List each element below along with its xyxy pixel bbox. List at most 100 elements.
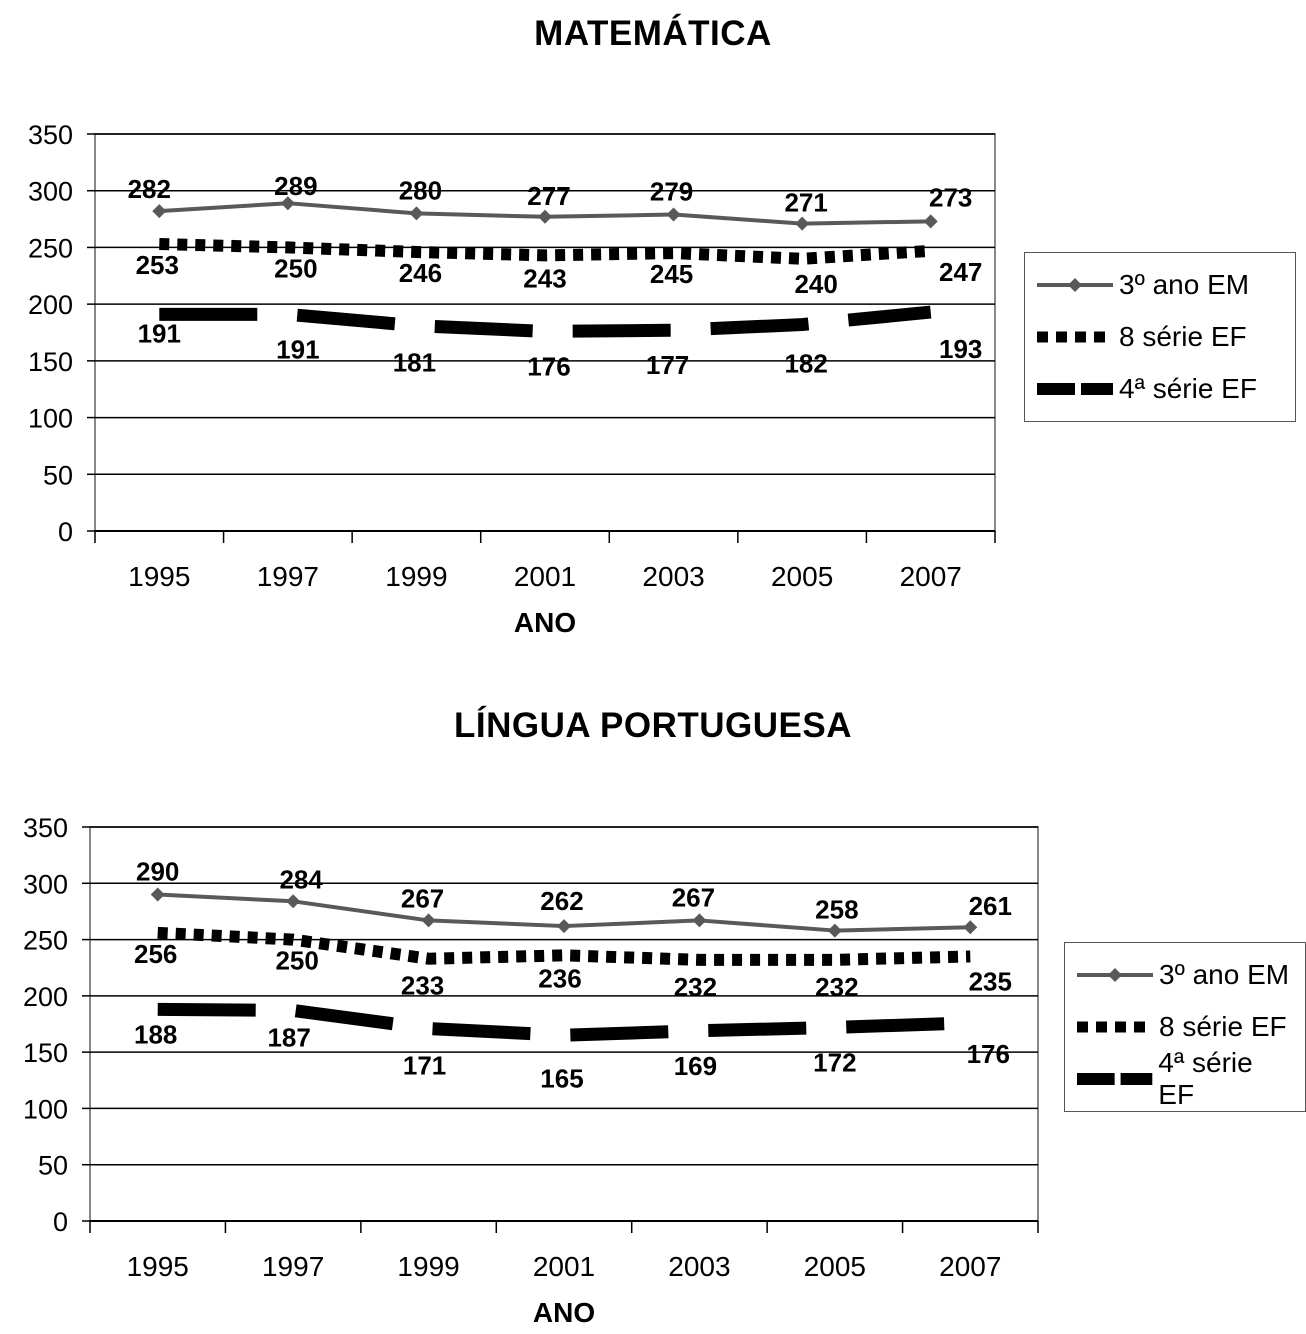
y-tick-label: 300 [23, 869, 68, 899]
data-label: 247 [939, 257, 982, 287]
data-label: 289 [274, 171, 317, 201]
x-axis-label: ANO [514, 607, 576, 638]
y-tick-label: 300 [28, 177, 73, 207]
x-tick-label: 1997 [257, 561, 319, 592]
y-tick-label: 150 [23, 1038, 68, 1068]
legend-swatch [1037, 278, 1113, 292]
y-tick-label: 350 [28, 120, 73, 150]
legend-entry: 4ª série EF [1075, 1047, 1295, 1110]
y-tick-label: 150 [28, 347, 73, 377]
series-line [157, 926, 971, 966]
legend-label: 3º ano EM [1159, 959, 1290, 990]
data-label: 284 [279, 864, 323, 894]
data-label: 280 [399, 175, 442, 205]
x-tick-label: 2005 [804, 1251, 866, 1282]
data-point [409, 206, 424, 221]
chart-matematica: MATEMÁTICA 0 50 100 150 200 250 300 350 1995 1997… [0, 0, 1306, 660]
data-label: 277 [527, 181, 570, 211]
data-label: 250 [275, 946, 318, 976]
legend-label: 8 série EF [1119, 321, 1247, 352]
legend: 3º ano EM 8 série EF 4ª série EF [1064, 942, 1306, 1112]
data-label: 169 [674, 1051, 717, 1081]
data-label: 258 [815, 895, 858, 925]
data-label: 172 [813, 1047, 856, 1077]
data-point [923, 214, 938, 229]
data-label: 188 [134, 1019, 177, 1049]
data-label: 191 [276, 334, 319, 364]
series-line [159, 305, 932, 338]
data-label: 243 [523, 263, 566, 293]
legend-entry: 8 série EF [1075, 1001, 1295, 1053]
data-label: 182 [784, 349, 827, 379]
legend-label: 8 série EF [1159, 1011, 1287, 1042]
x-tick-label: 1999 [397, 1251, 459, 1282]
data-point [795, 216, 810, 231]
data-point [150, 887, 165, 902]
data-label: 256 [134, 939, 177, 969]
x-tick-label: 2005 [771, 561, 833, 592]
data-label: 282 [128, 174, 171, 204]
data-label: 177 [646, 350, 689, 380]
data-point [421, 913, 436, 928]
data-label: 261 [969, 891, 1012, 921]
series-line [159, 238, 932, 265]
y-tick-label: 100 [23, 1094, 68, 1124]
data-point [286, 894, 301, 909]
legend-entry: 8 série EF [1035, 311, 1285, 363]
y-tick-label: 250 [23, 926, 68, 956]
data-point [827, 923, 842, 938]
chart-title: MATEMÁTICA [534, 14, 772, 53]
x-tick-label: 2007 [900, 561, 962, 592]
y-tick-label: 50 [43, 460, 73, 490]
x-tick-label: 2003 [642, 561, 704, 592]
y-tick-label: 50 [38, 1151, 68, 1181]
data-label: 165 [540, 1063, 583, 1093]
data-label: 271 [784, 188, 827, 218]
data-label: 187 [267, 1022, 310, 1052]
legend: 3º ano EM 8 série EF 4ª série EF [1024, 252, 1296, 422]
data-point [280, 196, 295, 211]
data-label: 171 [403, 1051, 446, 1081]
legend-label: 4ª série EF [1158, 1047, 1253, 1110]
x-tick-label: 2003 [668, 1251, 730, 1282]
chart-title: LÍNGUA PORTUGUESA [453, 706, 853, 745]
data-point [152, 204, 167, 219]
x-axis-label: ANO [533, 1297, 595, 1328]
plot-area: 0 50 100 150 200 250 300 350 1995 1997 1999 2001 200… [23, 813, 1039, 1328]
data-label: 267 [672, 882, 715, 912]
legend-entry: 4ª série EF [1035, 363, 1285, 415]
data-point [963, 920, 978, 935]
x-tick-label: 2001 [514, 561, 576, 592]
data-label: 246 [399, 258, 442, 288]
data-label: 279 [650, 177, 693, 207]
data-point [557, 919, 571, 934]
legend-swatch [1077, 968, 1153, 982]
chart-lingua-portuguesa: LÍNGUA PORTUGUESA 0 50 100 150 200 250 300 350 1… [0, 690, 1306, 1334]
data-label: 191 [138, 318, 181, 348]
legend-swatch [1077, 1021, 1153, 1033]
x-tick-label: 1995 [128, 561, 190, 592]
y-tick-label: 200 [28, 290, 73, 320]
data-label: 290 [136, 857, 179, 887]
data-point [538, 209, 552, 224]
data-label: 193 [939, 334, 982, 364]
data-label: 273 [929, 182, 972, 212]
y-tick-label: 250 [28, 233, 73, 263]
y-tick-label: 350 [23, 813, 68, 843]
plot-area: 0 50 100 150 200 250 300 350 1995 1997 1999 2001 200… [28, 120, 996, 638]
data-label: 176 [527, 351, 570, 381]
data-label: 181 [393, 348, 436, 378]
y-tick-label: 0 [53, 1207, 68, 1237]
y-tick-label: 0 [58, 517, 73, 547]
x-tick-label: 1997 [262, 1251, 324, 1282]
legend-entry: 3º ano EM [1075, 949, 1295, 1001]
legend-swatch [1076, 1073, 1153, 1085]
data-label: 253 [136, 250, 179, 280]
data-label: 267 [401, 883, 444, 913]
x-tick-label: 2007 [939, 1251, 1001, 1282]
data-point [666, 207, 681, 222]
x-tick-label: 1995 [127, 1251, 189, 1282]
data-label: 240 [794, 269, 837, 299]
y-tick-label: 200 [23, 982, 68, 1012]
data-label: 176 [967, 1039, 1010, 1069]
